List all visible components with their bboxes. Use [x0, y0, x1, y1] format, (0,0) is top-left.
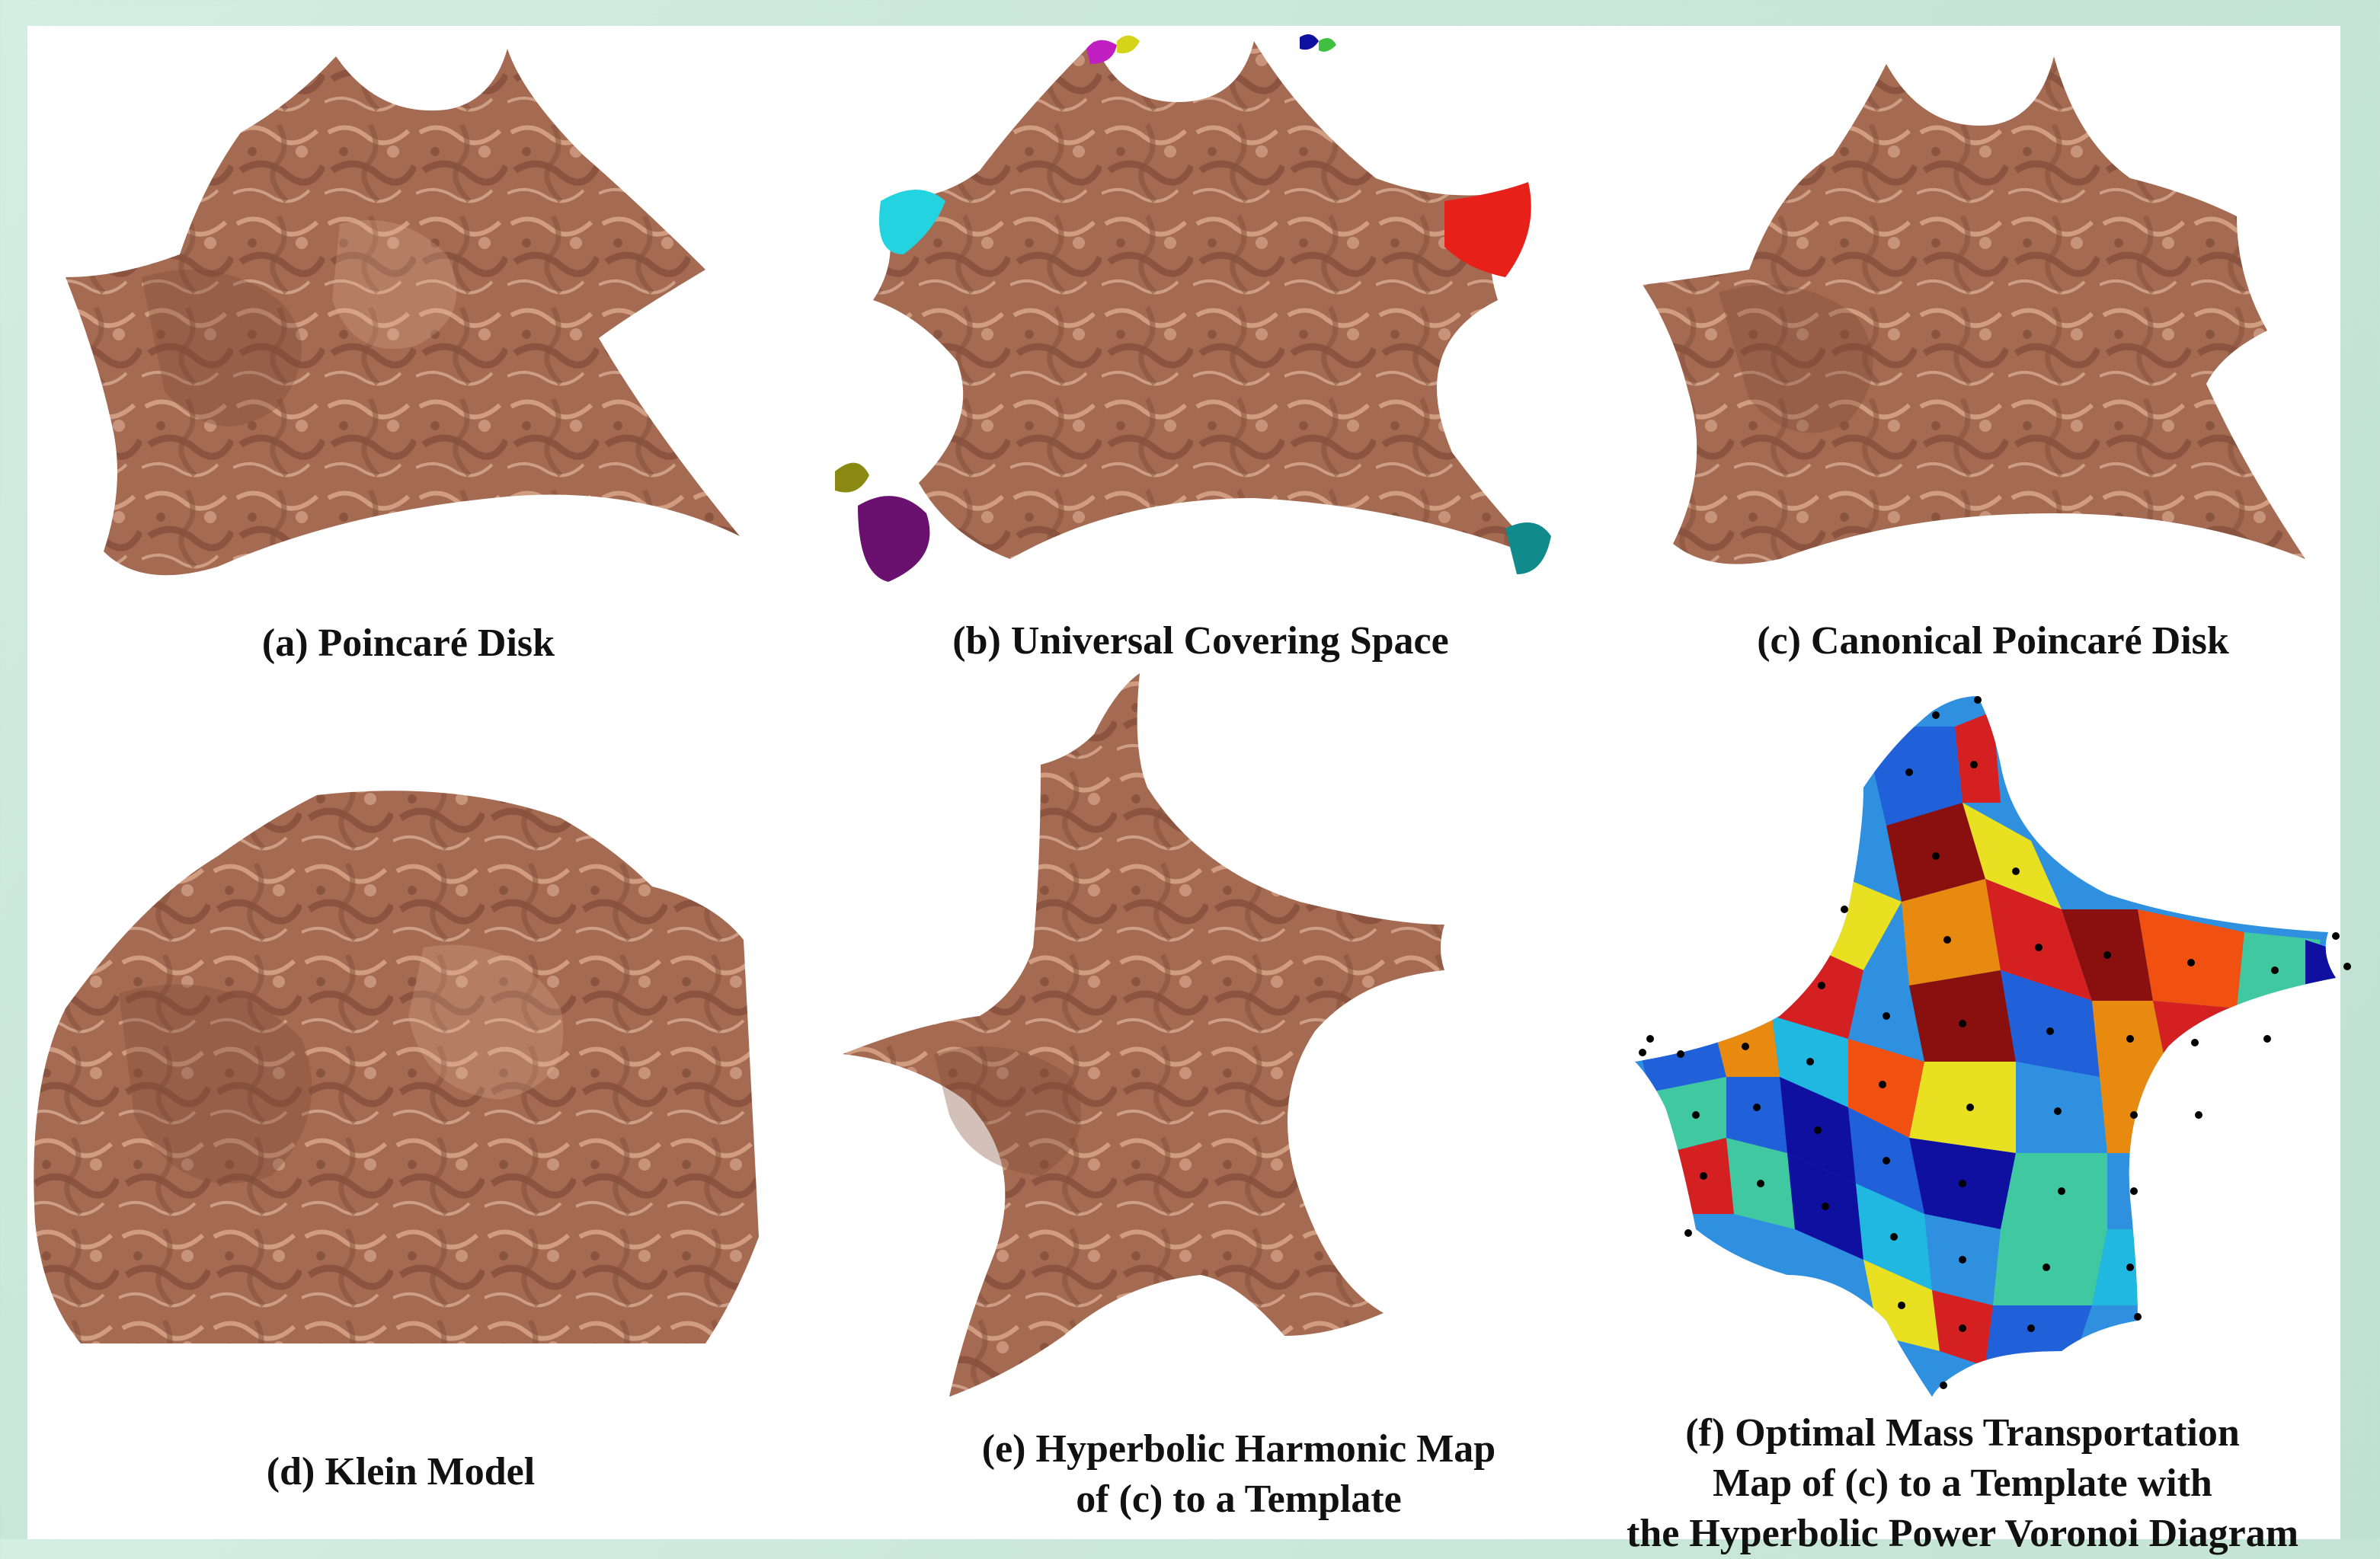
voronoi-site-points [1639, 696, 2351, 1389]
figure-canvas: (a) Poincaré Disk (b) Universal Covering… [27, 26, 2351, 1555]
panel-f-power-voronoi-diagram [1635, 681, 2366, 1412]
copy-red-tile [1444, 182, 1531, 277]
caption-d: (d) Klein Model [266, 1450, 536, 1494]
panel-c-canonical-poincare-disk [1643, 26, 2351, 589]
panel-b-universal-covering-space [827, 26, 1574, 589]
panel-e-hyperbolic-harmonic-map [843, 673, 1589, 1404]
panel-d-klein-model [27, 765, 774, 1359]
copy-magenta-tile [1086, 40, 1117, 64]
caption-c: (c) Canonical Poincaré Disk [1757, 619, 2229, 663]
caption-f: (f) Optimal Mass Transportation Map of (… [1626, 1411, 2299, 1555]
copy-purple-tile [858, 496, 930, 582]
copy-olive-tile [835, 462, 869, 493]
caption-e: (e) Hyperbolic Harmonic Map of (c) to a … [981, 1427, 1496, 1521]
copy-teal-tile [1505, 522, 1551, 574]
copy-cyan-tile [879, 190, 945, 254]
caption-b: (b) Universal Covering Space [952, 619, 1449, 663]
panel-a-poincare-disk [50, 26, 759, 589]
caption-a: (a) Poincaré Disk [261, 621, 555, 665]
